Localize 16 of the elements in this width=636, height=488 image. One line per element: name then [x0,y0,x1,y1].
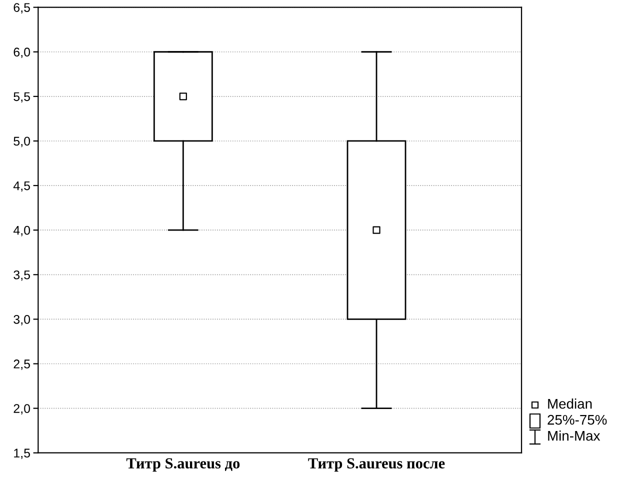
y-tick-label: 4,0 [13,226,30,236]
y-tick-label: 4,5 [13,181,30,192]
y-tick-label: 6,5 [14,3,30,14]
y-tick-label: 5,0 [14,136,30,148]
text: 25%-75% [548,414,607,425]
x-tick-label: Титр S.aureus после [308,458,445,472]
x-tick-label: Титр S.aureus до [126,458,240,472]
y-tick-label: 1,5 [14,448,30,459]
y-tick-label: 5,5 [14,92,30,103]
y-tick-label: 2,0 [14,404,30,414]
y-tick-label: 3,5 [14,270,30,281]
y-tick-label: 2,5 [14,360,30,370]
y-tick-label: 6,0 [14,48,30,58]
text: Median [548,398,592,409]
text: Min-Max [548,430,600,441]
y-tick-label: 3,0 [14,315,30,326]
